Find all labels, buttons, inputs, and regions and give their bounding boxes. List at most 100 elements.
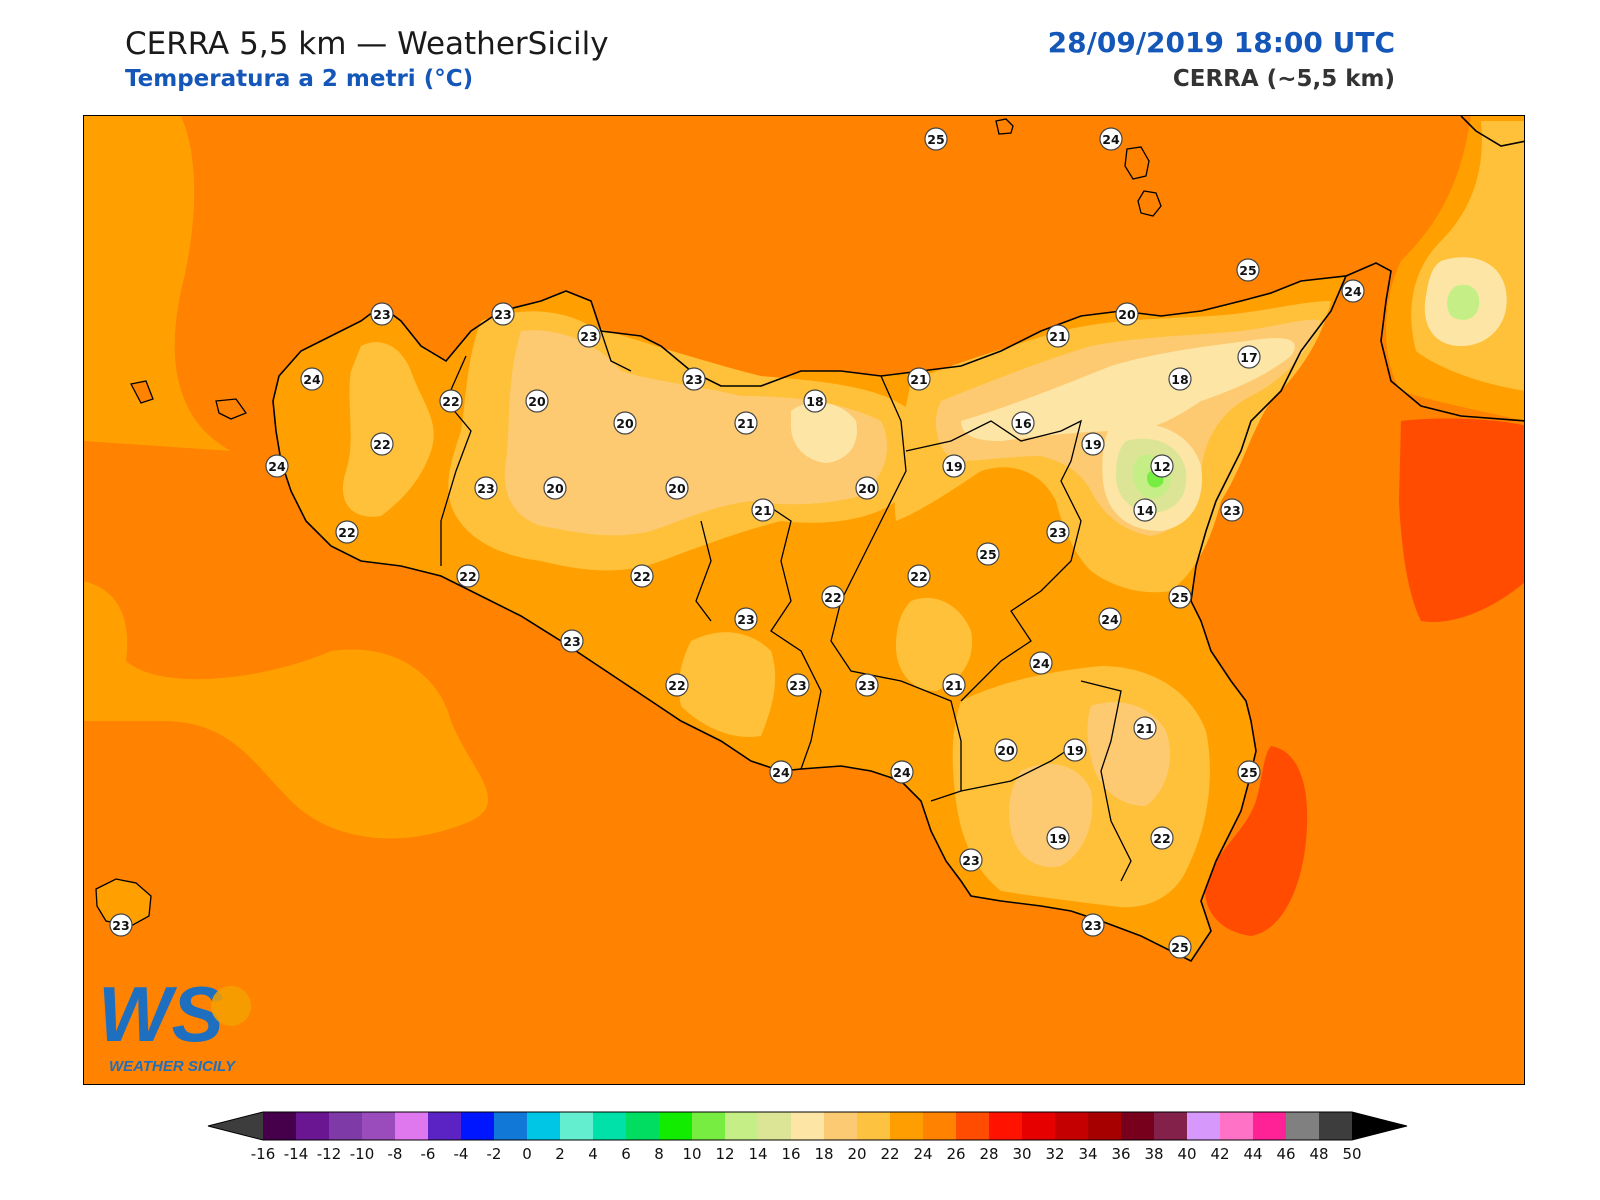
station-label: 23 xyxy=(1081,913,1105,937)
colorbar-tick-label: 20 xyxy=(847,1145,866,1163)
station-label: 23 xyxy=(577,324,601,348)
colorbar-tick-label: 40 xyxy=(1177,1145,1196,1163)
station-value: 23 xyxy=(563,634,580,649)
station-label: 22 xyxy=(370,432,394,456)
colorbar-swatch xyxy=(758,1112,792,1140)
colorbar-tick-label: 22 xyxy=(880,1145,899,1163)
station-label: 19 xyxy=(1046,826,1070,850)
station-marker xyxy=(1081,913,1105,937)
station-value: 20 xyxy=(858,481,876,496)
station-marker xyxy=(1046,324,1070,348)
station-marker xyxy=(370,302,394,326)
station-value: 23 xyxy=(112,918,129,933)
station-label: 23 xyxy=(370,302,394,326)
station-label: 14 xyxy=(1133,498,1157,522)
station-value: 25 xyxy=(1240,765,1257,780)
station-marker xyxy=(769,760,793,784)
station-value: 23 xyxy=(858,678,875,693)
station-label: 20 xyxy=(613,411,637,435)
colorbar-swatch xyxy=(725,1112,759,1140)
sicily-south-22 xyxy=(679,632,776,737)
colorbar-swatch xyxy=(626,1112,660,1140)
calabria-coastline xyxy=(1345,116,1524,422)
station-value: 24 xyxy=(1102,132,1120,147)
station-value: 21 xyxy=(1049,329,1066,344)
station-label: 24 xyxy=(1098,607,1122,631)
station-label: 21 xyxy=(907,367,931,391)
station-label: 21 xyxy=(734,411,758,435)
colorbar-tick-label: 48 xyxy=(1309,1145,1328,1163)
station-marker xyxy=(1150,454,1174,478)
station-value: 25 xyxy=(1171,940,1188,955)
station-marker xyxy=(456,564,480,588)
station-value: 23 xyxy=(737,612,754,627)
colorbar-swatch xyxy=(1055,1112,1089,1140)
station-label: 20 xyxy=(1115,302,1139,326)
colorbar-tick-label: -14 xyxy=(284,1145,309,1163)
colorbar-tick-label: 46 xyxy=(1276,1145,1295,1163)
station-value: 23 xyxy=(494,307,511,322)
colorbar-tick-label: 44 xyxy=(1243,1145,1262,1163)
map-panel[interactable]: 25 24 25 24 23 23 23 20 21 17 24 22 20 23 18 21 18 20 21 16… xyxy=(83,115,1525,1085)
station-label: 17 xyxy=(1237,345,1261,369)
station-label: 24 xyxy=(1099,127,1123,151)
colorbar-tick-label: 10 xyxy=(682,1145,701,1163)
station-marker xyxy=(1220,498,1244,522)
station-label: 24 xyxy=(265,454,289,478)
station-label: 22 xyxy=(439,389,463,413)
station-marker xyxy=(1237,760,1261,784)
station-marker xyxy=(821,585,845,609)
colorbar-swatch xyxy=(1187,1112,1221,1140)
colorbar-tick-label: -6 xyxy=(421,1145,436,1163)
sicily-central-22 xyxy=(896,597,972,691)
station-value: 21 xyxy=(945,678,962,693)
colorbar-swatch xyxy=(296,1112,330,1140)
lipari-island xyxy=(1137,190,1162,217)
weather-sicily-logo: WS WEATHER SICILY xyxy=(98,970,251,1075)
station-label: 19 xyxy=(1063,738,1087,762)
station-value: 20 xyxy=(997,743,1015,758)
station-marker xyxy=(439,389,463,413)
colorbar-tick-label: 12 xyxy=(715,1145,734,1163)
colorbar-tick-label: 18 xyxy=(814,1145,833,1163)
station-value: 22 xyxy=(373,437,390,452)
colorbar-swatch xyxy=(560,1112,594,1140)
sea-band-southwest xyxy=(84,581,489,839)
colorbar-tick-label: 2 xyxy=(555,1145,565,1163)
station-label: 12 xyxy=(1150,454,1174,478)
station-labels: 25 24 25 24 23 23 23 20 21 17 24 22 20 23 18 21 18 20 21 16… xyxy=(109,127,1365,959)
colorbar-swatch xyxy=(791,1112,825,1140)
station-value: 25 xyxy=(1239,263,1256,278)
colorbar-tick-label: 14 xyxy=(748,1145,767,1163)
station-value: 20 xyxy=(1118,307,1136,322)
station-marker xyxy=(300,367,324,391)
colorbar-swatch xyxy=(593,1112,627,1140)
station-marker xyxy=(491,302,515,326)
colorbar-swatch xyxy=(1154,1112,1188,1140)
colorbar-tick-label: 32 xyxy=(1045,1145,1064,1163)
station-marker xyxy=(1115,302,1139,326)
colorbar-swatch xyxy=(1220,1112,1254,1140)
logo-sun-icon xyxy=(211,986,251,1026)
station-marker xyxy=(1133,498,1157,522)
station-label: 23 xyxy=(474,476,498,500)
station-value: 19 xyxy=(1049,831,1066,846)
station-label: 16 xyxy=(1011,411,1035,435)
station-marker xyxy=(543,476,567,500)
station-label: 23 xyxy=(1220,498,1244,522)
station-label: 20 xyxy=(665,476,689,500)
station-marker xyxy=(525,389,549,413)
station-label: 25 xyxy=(1236,258,1260,282)
sicily-coastline xyxy=(272,275,1348,963)
colorbar-swatch xyxy=(692,1112,726,1140)
colorbar-swatch xyxy=(824,1112,858,1140)
colorbar-tick-label: -8 xyxy=(388,1145,403,1163)
ionian-hot-south xyxy=(1205,746,1308,936)
sicily-north-20 xyxy=(504,330,888,536)
station-marker xyxy=(1168,585,1192,609)
station-label: 20 xyxy=(525,389,549,413)
station-marker xyxy=(1081,432,1105,456)
colorbar-tick-label: 6 xyxy=(621,1145,631,1163)
station-value: 23 xyxy=(789,678,806,693)
sicily-north-18 xyxy=(791,402,857,463)
